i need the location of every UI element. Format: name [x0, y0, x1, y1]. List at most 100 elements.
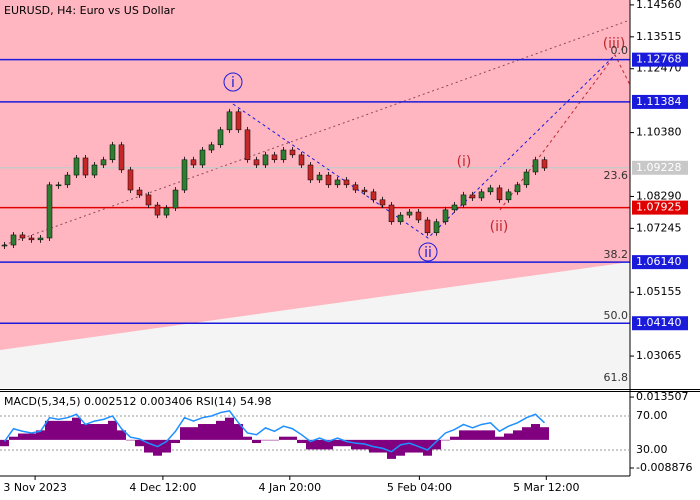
macd-bar: [135, 439, 144, 447]
y-tick-label: 1.03065: [636, 349, 682, 362]
candle-body: [325, 174, 332, 186]
x-tick-label: 3 Nov 2023: [3, 481, 66, 494]
macd-bar: [153, 439, 162, 456]
macd-bar: [279, 436, 288, 440]
macd-bar: [297, 439, 306, 444]
macd-bar: [324, 439, 333, 450]
candle-body: [118, 144, 125, 171]
x-tick-label: 5 Mar 12:00: [513, 481, 579, 494]
candle-body: [82, 157, 89, 176]
candle-body: [298, 154, 305, 166]
macd-bar: [351, 439, 360, 450]
macd-bar: [468, 430, 477, 440]
macd-bar: [342, 439, 351, 447]
macd-bar: [261, 439, 270, 441]
macd-bar: [477, 430, 486, 440]
macd-bar: [333, 439, 342, 447]
candle-body: [343, 179, 350, 186]
candle-body: [154, 204, 161, 216]
wave-circle: [223, 72, 243, 92]
macd-bar: [405, 439, 414, 453]
candle-body: [415, 211, 422, 221]
candle-body: [10, 234, 17, 246]
macd-tick-label: 0.013507: [636, 390, 689, 403]
candle-body: [253, 159, 260, 166]
wave-circle: [418, 242, 438, 262]
lower-zone: [0, 262, 630, 388]
macd-bar: [396, 439, 405, 456]
level-tag: [632, 52, 688, 67]
wave-label: ii: [424, 245, 432, 261]
macd-bar: [288, 436, 297, 440]
candle-body: [514, 184, 521, 193]
candle-body: [388, 204, 395, 223]
y-tick-label: 1.08290: [636, 189, 682, 202]
candle-body: [217, 129, 224, 146]
candle-body: [127, 169, 134, 191]
level-label: 1.04140: [636, 316, 682, 329]
candle-body: [442, 209, 449, 223]
y-tick-label: 1.05155: [636, 285, 682, 298]
candle-body: [73, 157, 80, 176]
level-label: 1.09228: [636, 161, 682, 174]
macd-bar: [63, 420, 72, 440]
fib-label: 0.0: [611, 44, 629, 57]
y-tick-label: 1.10380: [636, 126, 682, 139]
candle-body: [145, 194, 152, 206]
candle-body: [28, 237, 35, 241]
wave-label: i: [231, 75, 235, 91]
level-tag: [632, 316, 688, 331]
macd-bar: [459, 430, 468, 440]
macd-bar: [306, 439, 315, 450]
fib-label: 50.0: [604, 309, 629, 322]
candle-body: [100, 159, 107, 166]
candle-body: [451, 204, 458, 211]
macd-bar: [486, 430, 495, 440]
macd-bar: [27, 433, 36, 440]
macd-bar: [531, 424, 540, 440]
macd-bar: [450, 436, 459, 440]
rsi-tick-label: 30.00: [636, 443, 668, 456]
level-label: 1.12768: [636, 53, 682, 66]
candle-body: [181, 159, 188, 191]
macd-bar: [108, 420, 117, 440]
candle-body: [361, 189, 368, 193]
candle-body: [172, 189, 179, 209]
candle-body: [136, 189, 143, 196]
candle-body: [523, 171, 530, 186]
candle-body: [397, 214, 404, 223]
macd-bar: [495, 436, 504, 440]
macd-bar: [198, 424, 207, 440]
wave-label: (iii): [603, 36, 626, 52]
macd-bar: [270, 439, 279, 441]
candle-body: [55, 184, 62, 187]
macd-bar: [162, 439, 171, 453]
macd-bar: [387, 439, 396, 459]
wave-label: (ii): [490, 219, 509, 235]
candle-body: [469, 194, 476, 199]
macd-bar: [504, 433, 513, 440]
macd-bar: [441, 439, 450, 441]
rsi-line: [3, 410, 546, 453]
candle-body: [433, 221, 440, 234]
wave-path: [232, 54, 616, 239]
candle-body: [226, 111, 233, 131]
fib-label: 23.6: [604, 169, 629, 182]
macd-bar: [45, 420, 54, 440]
macd-bar: [540, 427, 549, 440]
macd-bar: [36, 430, 45, 440]
macd-bar: [315, 439, 324, 450]
macd-bar: [252, 439, 261, 444]
candle-body: [406, 211, 413, 216]
x-tick-label: 4 Jan 20:00: [258, 481, 321, 494]
y-tick-label: 1.14560: [636, 0, 682, 11]
macd-bar: [243, 436, 252, 440]
level-tag: [632, 200, 688, 215]
level-tag: [632, 160, 688, 175]
candle-body: [316, 174, 323, 181]
candle-body: [424, 219, 431, 234]
candle-body: [1, 244, 8, 247]
y-tick-label: 1.07245: [636, 221, 682, 234]
candle-body: [271, 154, 278, 161]
